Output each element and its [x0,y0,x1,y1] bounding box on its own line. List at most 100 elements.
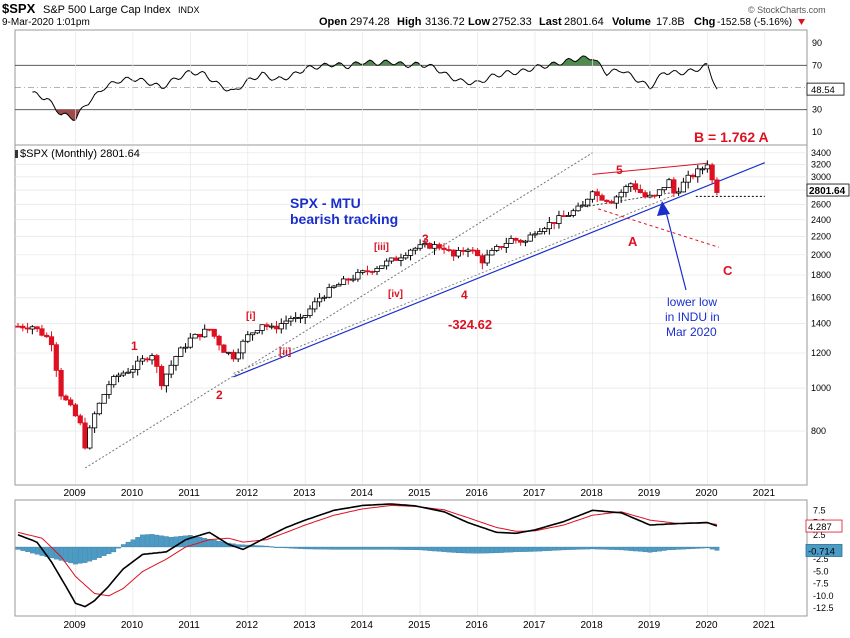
candle-up [355,271,361,280]
macd-histogram-bar [379,546,385,550]
macd-histogram-bar [389,546,394,550]
candle-down [34,326,40,330]
low-value: 2752.33 [492,16,532,28]
macd-value-label: 4.287 [808,522,832,533]
macd-histogram-bar [341,546,346,550]
candle-down [479,255,485,264]
macd-histogram-bar [412,546,418,551]
rsi-panel: 103050709048.54 [14,29,845,146]
candle-up [293,316,299,319]
price-tick-label: 1800 [811,270,831,280]
macd-histogram-bar [30,546,35,554]
macd-histogram-bar [599,546,605,550]
macd-histogram-bar [523,546,528,552]
candle-down [206,328,213,331]
candle-down [48,336,55,346]
price-tick-label: 1600 [811,293,831,303]
last-price-tag [806,183,850,197]
macd-histogram-bar [628,546,634,551]
candle-down [197,333,203,338]
candle-down [15,325,21,328]
candle-down [652,194,658,197]
candle-up [321,296,327,299]
candle-down [460,249,466,252]
macd-histogram-bar [441,546,447,552]
macd-histogram-bar [34,546,40,555]
candle-down [632,183,639,190]
candle-down [77,415,83,424]
watermark: © StockCharts.com [748,5,826,15]
rsi-value-label: 48.54 [811,85,835,96]
candle-up [135,360,141,370]
note: lower low in INDU in Mar 2020 [665,295,720,339]
macd-histogram-bar [173,536,179,548]
candle-down [144,358,150,361]
candle-up [661,187,667,191]
note-line-3: Mar 2020 [666,325,717,339]
macd-tick-label: -5.0 [813,566,829,576]
candle-up [508,238,514,244]
macd-histogram-bar [637,546,643,552]
macd-histogram-bar [609,546,614,550]
macd-x-tick-label: 2021 [753,620,776,631]
macd-histogram-bar [53,546,59,560]
macd-histogram-bar [393,546,399,550]
macd-histogram-bar [355,546,361,550]
macd-histogram-bar [475,546,480,554]
candle-up [522,240,529,243]
blue-trendline [233,162,766,378]
note-line-1: lower low [667,295,717,309]
price-layer: 2801.64 [15,152,850,469]
candle-up [666,179,672,188]
price-tick-label: 3200 [811,159,831,169]
high-value: 3136.72 [425,16,465,28]
candle-up [379,265,385,269]
macd-histogram-bar [92,546,97,560]
wave-ii-label: [ii] [279,347,291,358]
price-x-tick-label: 2013 [293,488,316,499]
candle-up [489,250,495,256]
macd-histogram-bar [417,546,423,551]
macd-histogram-bar [274,546,279,548]
candle-down [72,404,79,417]
macd-histogram-bar [671,546,677,550]
macd-histogram-bar [293,546,299,549]
macd-histogram-bar [518,546,523,552]
candle-up [326,287,332,298]
macd-histogram-bar [709,546,715,550]
candle-up [254,330,260,334]
macd-histogram-bar [345,546,351,550]
candle-down [216,335,222,346]
macd-x-tick-label: 2017 [523,620,546,631]
macd-x-tick-label: 2010 [121,620,144,631]
rsi-line [32,55,718,121]
macd-histogram-bar [111,546,117,553]
macd-x-tick-label: 2012 [236,620,259,631]
candle-up [139,358,146,362]
inner-channel-dotted [233,195,674,374]
candle-down [561,215,567,218]
macd-histogram-bar [570,546,576,550]
macd-x-tick-label: 2011 [178,620,200,631]
volume-label: Volume [612,16,651,28]
candle-up [680,181,687,193]
macd-histogram-bar [264,545,270,548]
candle-up [556,215,562,224]
candle-down [594,191,600,196]
candle-up [168,364,174,375]
candle-down [369,271,375,273]
candle-down [159,366,165,387]
candle-up [503,242,509,248]
macd-histogram-bar [87,546,93,562]
candle-down [230,351,237,360]
header-date: 9-Mar-2020 1:01pm [2,17,90,28]
macd-histogram-bar [187,535,193,548]
macd-histogram-bar [700,546,705,549]
macd-histogram-bar [259,545,265,548]
macd-histogram-bar [298,546,303,549]
macd-histogram-bar [594,546,600,550]
candle-down [82,422,88,449]
candle-down [436,244,442,249]
last-value: 2801.64 [564,16,604,28]
header-exchange: INDX [178,5,200,15]
